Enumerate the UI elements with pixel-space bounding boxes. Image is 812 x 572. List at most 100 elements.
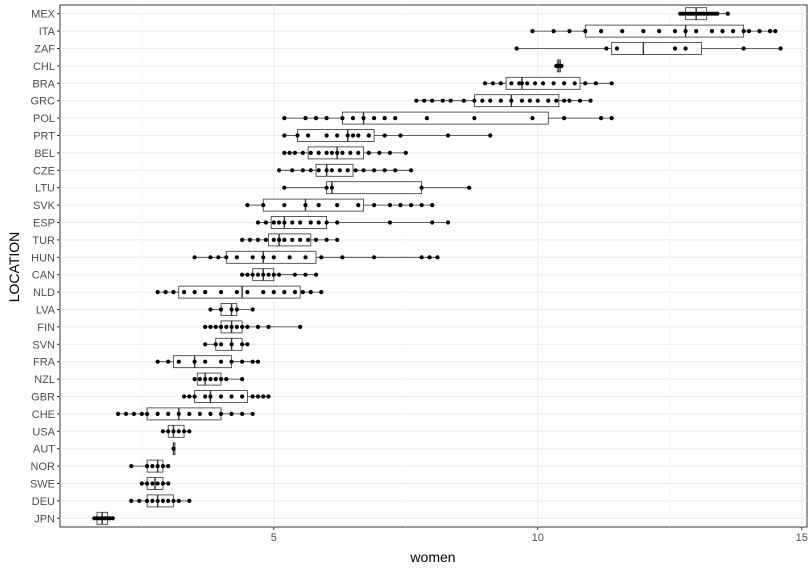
data-point [448, 98, 453, 103]
data-point [155, 411, 160, 416]
data-point [445, 220, 451, 225]
data-point [461, 98, 466, 103]
data-point [588, 98, 593, 103]
box [178, 285, 301, 299]
y-axis-title: LOCATION [6, 232, 22, 303]
data-point [303, 255, 308, 260]
data-point [282, 237, 287, 242]
data-point [266, 324, 271, 329]
x-tick-label: 10 [532, 532, 544, 544]
data-point [298, 237, 303, 242]
data-point [261, 203, 266, 208]
data-point [282, 150, 287, 155]
data-point [292, 150, 298, 155]
data-point [725, 11, 730, 16]
y-tick-label: BEL [34, 148, 55, 160]
data-point [176, 411, 181, 416]
data-point [218, 411, 224, 416]
data-point [414, 98, 419, 103]
data-point [145, 464, 150, 469]
data-point [530, 116, 535, 121]
data-point [467, 185, 472, 190]
data-point [187, 498, 192, 503]
data-point [345, 133, 350, 138]
data-point [292, 272, 298, 277]
data-point [313, 116, 319, 121]
data-point [250, 394, 255, 399]
data-point [255, 272, 261, 277]
data-point [250, 411, 255, 416]
data-point [300, 150, 305, 155]
data-point [482, 81, 488, 86]
data-point [741, 46, 746, 51]
data-point [324, 220, 329, 225]
data-point [110, 516, 115, 521]
data-point [353, 168, 358, 173]
data-point [203, 290, 208, 295]
y-tick-label: CAN [32, 270, 55, 282]
data-point [155, 359, 160, 364]
y-tick-label: JPN [34, 513, 55, 525]
y-tick-label: USA [32, 426, 55, 438]
data-point [282, 133, 287, 138]
data-point [393, 168, 398, 173]
data-point [160, 464, 166, 469]
data-point [382, 168, 387, 173]
data-point [419, 185, 424, 190]
y-tick-label: GBR [31, 392, 55, 404]
box [326, 181, 423, 195]
data-point [757, 29, 762, 34]
data-point [176, 429, 181, 434]
data-point [767, 29, 773, 34]
data-point [171, 446, 176, 451]
data-point [672, 46, 678, 51]
data-point [303, 272, 308, 277]
y-tick-label: CHE [32, 409, 55, 421]
data-point [533, 81, 538, 86]
data-point [562, 98, 567, 103]
data-point [498, 98, 503, 103]
data-point [155, 290, 160, 295]
data-point [155, 498, 160, 503]
x-axis: 5 10 15 [271, 527, 808, 544]
data-point [599, 116, 604, 121]
data-point [551, 81, 556, 86]
data-point [213, 342, 218, 347]
y-axis: MEX ITA ZAF CHL BRA GRC POL PRT BEL CZE LTU SVK ESP T… [30, 9, 60, 525]
data-point [599, 29, 604, 34]
points-layer [92, 11, 783, 521]
data-point [366, 133, 371, 138]
data-point [361, 168, 366, 173]
data-point [229, 411, 234, 416]
data-point [445, 133, 451, 138]
data-point [593, 81, 598, 86]
data-point [290, 237, 295, 242]
data-point [255, 359, 261, 364]
data-point [300, 290, 305, 295]
data-point [773, 29, 778, 34]
data-point [540, 81, 546, 86]
data-point [387, 203, 393, 208]
grid-minor [141, 5, 671, 527]
data-point [356, 133, 361, 138]
data-point [387, 220, 393, 225]
box [167, 424, 185, 438]
data-point [778, 46, 783, 51]
data-point [427, 255, 432, 260]
data-point [715, 11, 720, 16]
data-point [276, 220, 282, 225]
y-tick-label: HUN [31, 252, 55, 264]
data-point [348, 150, 353, 155]
data-point [306, 237, 311, 242]
data-point [218, 359, 224, 364]
data-point [150, 464, 155, 469]
data-point [197, 411, 202, 416]
data-point [129, 498, 134, 503]
data-point [303, 116, 308, 121]
data-point [419, 255, 424, 260]
data-point [519, 98, 525, 103]
data-point [372, 255, 377, 260]
data-point [316, 150, 321, 155]
data-point [604, 46, 609, 51]
data-point [329, 168, 334, 173]
